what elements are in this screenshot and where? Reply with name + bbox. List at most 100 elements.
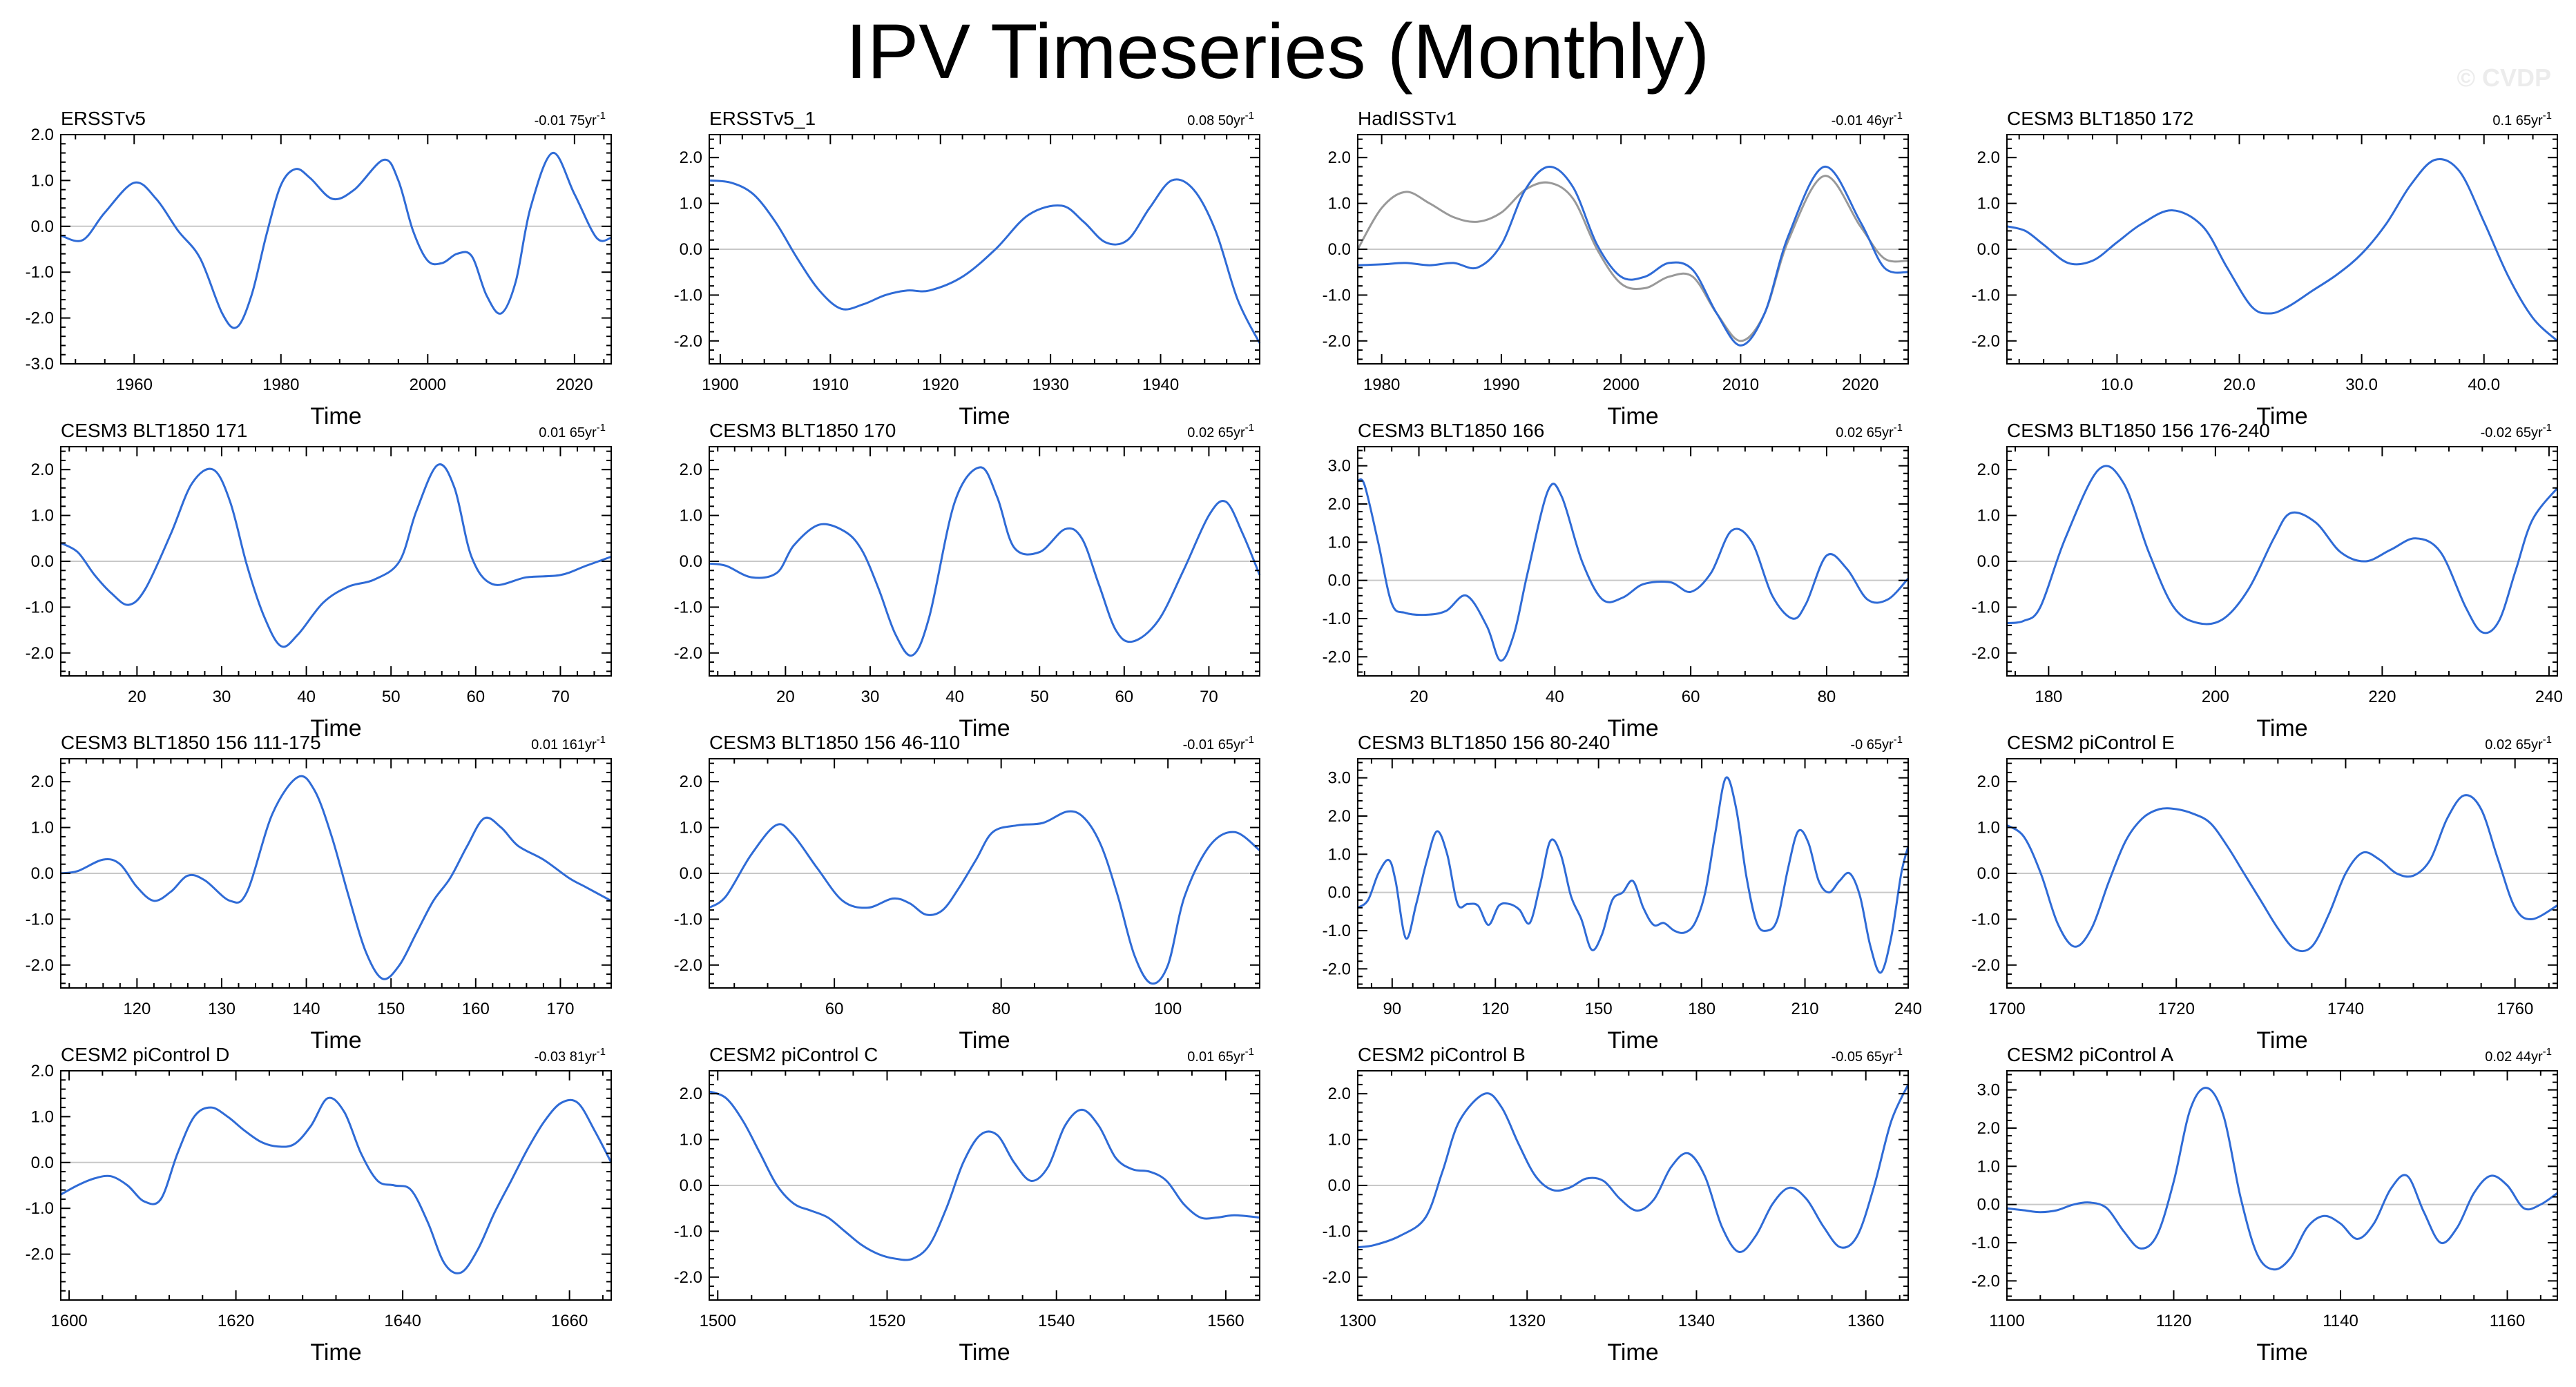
y-tick-label: -2.0 <box>26 309 54 328</box>
trend-label: 0.01 65yr-1 <box>1187 1046 1254 1065</box>
x-axis-label: Time <box>959 1339 1010 1366</box>
x-tick-label: 60 <box>825 1000 844 1018</box>
y-tick-label: 0.0 <box>1328 572 1351 590</box>
x-tick-label: 20.0 <box>2223 376 2256 394</box>
x-tick-label: 30.0 <box>2345 376 2378 394</box>
plot-frame <box>60 134 612 365</box>
y-tick-label: 0.0 <box>31 552 54 571</box>
x-tick-label: 20 <box>1410 688 1428 706</box>
panel-3: 10.0 20.0 30.0 40.0 -2.0 -1.0 0.0 1.0 2.0 CESM3 B… <box>1972 108 2559 429</box>
figure-title: IPV Timeseries (Monthly) <box>845 8 1710 95</box>
x-axis-label: Time <box>1607 715 1658 741</box>
x-axis-label: Time <box>310 403 361 429</box>
y-tick-label: -1.0 <box>1972 286 2000 304</box>
x-tick-label: 240 <box>2535 688 2563 706</box>
y-tick-label: 0.0 <box>1328 884 1351 902</box>
y-tick-label: 0.0 <box>680 864 702 883</box>
y-tick-label: 1.0 <box>1328 845 1351 864</box>
panel-9: 60 80 100 -2.0 -1.0 0.0 1.0 2.0 CESM3 BLT1850 15… <box>674 732 1260 1054</box>
y-tick-label: -2.0 <box>1972 332 2000 351</box>
y-tick-label: -2.0 <box>674 956 702 975</box>
y-tick-label: 0.0 <box>31 864 54 883</box>
x-tick-label: 1560 <box>1207 1312 1244 1330</box>
y-tick-label: 0.0 <box>1977 240 2000 259</box>
y-tick-label: 2.0 <box>1328 807 1351 826</box>
y-tick-label: 1.0 <box>680 1131 702 1150</box>
series-line-d <box>60 1096 613 1274</box>
panel-0: 1960 1980 2000 2020 -3.0 -2.0 -1.0 0.0 1.0 2.0 ERS… <box>26 108 612 429</box>
x-tick-label: 1320 <box>1509 1312 1546 1330</box>
trend-label: -0.05 65yr-1 <box>1832 1046 1903 1065</box>
y-tick-label: 2.0 <box>680 773 702 791</box>
panel-14: 1300 1320 1340 1360 -2.0 -1.0 0.0 1.0 2.0 CESM2 p… <box>1323 1044 1910 1366</box>
panel-title: CESM3 BLT1850 156 176-240 <box>2007 420 2270 441</box>
x-tick-label: 60 <box>466 688 485 706</box>
y-tick-label: 0.0 <box>680 240 702 259</box>
x-tick-label: 40 <box>1546 688 1564 706</box>
panel-12: 1600 1620 1640 1660 -2.0 -1.0 0.0 1.0 2.0 CESM2 p… <box>26 1044 613 1366</box>
series-line-166 <box>1356 478 1910 662</box>
x-tick-label: 130 <box>208 1000 236 1018</box>
x-tick-label: 150 <box>1585 1000 1613 1018</box>
x-tick-label: 1980 <box>1363 376 1400 394</box>
x-axis-label: Time <box>2256 715 2307 741</box>
y-tick-label: 0.0 <box>1977 552 2000 571</box>
x-axis-label: Time <box>1607 1027 1658 1054</box>
panel-1: 1900 1910 1920 1930 1940 -2.0 -1.0 0.0 1.0 2.0 ERS… <box>674 108 1261 429</box>
y-tick-label: 2.0 <box>31 1062 54 1080</box>
y-tick-label: -1.0 <box>1972 598 2000 617</box>
x-axis-label: Time <box>2256 1339 2307 1366</box>
y-tick-label: 2.0 <box>1977 1119 2000 1138</box>
x-tick-label: 40.0 <box>2468 376 2500 394</box>
x-axis-label: Time <box>310 1339 361 1366</box>
y-tick-label: 1.0 <box>1977 819 2000 837</box>
y-tick-label: -1.0 <box>674 598 702 617</box>
y-tick-label: -1.0 <box>674 1222 702 1241</box>
y-tick-label: 0.0 <box>31 1154 54 1172</box>
x-tick-label: 150 <box>377 1000 405 1018</box>
plot-frame <box>2006 1070 2558 1301</box>
y-tick-label: -1.0 <box>1972 1234 2000 1252</box>
y-tick-label: 1.0 <box>31 819 54 837</box>
x-tick-label: 120 <box>123 1000 151 1018</box>
panel-2: 1980 1990 2000 2010 2020 -2.0 -1.0 0.0 1.0 2.0 Had… <box>1323 108 1909 429</box>
y-tick-label: -3.0 <box>26 355 54 374</box>
x-tick-label: 1360 <box>1847 1312 1884 1330</box>
y-tick-label: -2.0 <box>1323 1268 1351 1287</box>
y-tick-label: 1.0 <box>680 195 702 213</box>
panel-7: 180 200 220 240 -2.0 -1.0 0.0 1.0 2.0 CESM3 BLT18… <box>1972 420 2563 741</box>
x-axis-label: Time <box>310 1027 361 1054</box>
y-tick-label: 1.0 <box>1977 195 2000 213</box>
plot-frame <box>60 1070 612 1301</box>
panel-13: 1500 1520 1540 1560 -2.0 -1.0 0.0 1.0 2.0 CESM2 p… <box>674 1044 1260 1366</box>
plot-frame <box>1357 758 1909 989</box>
y-tick-label: 1.0 <box>31 1107 54 1126</box>
panel-title: CESM3 BLT1850 156 46-110 <box>709 732 960 753</box>
x-tick-label: 30 <box>861 688 880 706</box>
panel-10: 90 120 150 180 210 240 -2.0 -1.0 0.0 1.0 2.0 3.0 CES… <box>1323 732 1922 1054</box>
x-tick-label: 60 <box>1115 688 1133 706</box>
y-tick-label: -1.0 <box>674 910 702 929</box>
panel-title: CESM2 piControl E <box>2007 732 2175 753</box>
x-tick-label: 1100 <box>1989 1312 2025 1330</box>
x-tick-label: 1120 <box>2156 1312 2192 1330</box>
series-line-172 <box>2006 158 2559 342</box>
x-tick-label: 50 <box>1030 688 1049 706</box>
panel-11: 1700 1720 1740 1760 -2.0 -1.0 0.0 1.0 2.0 CESM2 p… <box>1972 732 2558 1054</box>
panel-8: 120 130 140 150 160 170 -2.0 -1.0 0.0 1.0 2.0 CESM3… <box>26 732 612 1054</box>
x-tick-label: 2010 <box>1722 376 1759 394</box>
x-tick-label: 20 <box>128 688 146 706</box>
series-line-a <box>2006 1087 2558 1271</box>
x-tick-label: 40 <box>945 688 964 706</box>
panel-title: CESM3 BLT1850 156 111-175 <box>61 732 321 753</box>
y-tick-label: 1.0 <box>1328 533 1351 552</box>
x-tick-label: 140 <box>293 1000 320 1018</box>
x-tick-label: 180 <box>1688 1000 1715 1018</box>
y-tick-label: 0.0 <box>1328 240 1351 259</box>
y-tick-label: 2.0 <box>680 148 702 167</box>
x-tick-label: 1300 <box>1339 1312 1376 1330</box>
x-tick-label: 80 <box>992 1000 1010 1018</box>
x-axis-label: Time <box>2256 403 2307 429</box>
panel-title: ERSSTv5_1 <box>709 108 816 129</box>
panel-5: 20 30 40 50 60 70 -2.0 -1.0 0.0 1.0 2.0 CESM3 BLT18… <box>674 420 1261 741</box>
